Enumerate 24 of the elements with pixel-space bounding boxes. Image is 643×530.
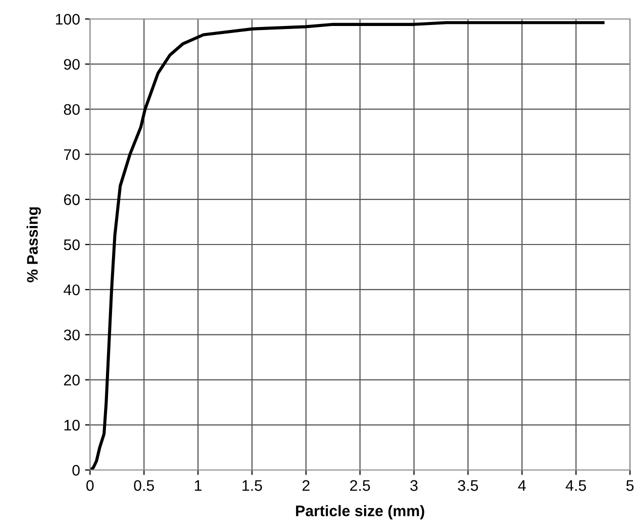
- y-tick-label: 70: [64, 149, 80, 160]
- y-tick-label: 30: [64, 330, 80, 340]
- y-tick-label: 100: [56, 14, 80, 25]
- x-tick-label: 3.5: [458, 480, 478, 491]
- x-tick-label: 1: [194, 480, 202, 491]
- x-tick-label: 1.5: [242, 480, 262, 491]
- y-tick-label: 60: [64, 194, 80, 206]
- x-axis-title: Particle size (mm): [296, 505, 424, 520]
- x-tick-label: 4.5: [566, 480, 586, 491]
- x-tick-label: 2.5: [350, 480, 370, 491]
- x-tick-label: 2: [302, 480, 310, 491]
- x-tick-label: 0: [86, 480, 94, 491]
- x-tick-label: 3: [410, 480, 418, 491]
- y-tick-label: 20: [64, 374, 80, 386]
- y-tick-label: 10: [64, 420, 80, 431]
- y-tick-label: 80: [64, 104, 80, 115]
- y-axis-title: % Passing: [26, 207, 41, 282]
- y-tick-label: 50: [64, 239, 80, 250]
- x-tick-label: 4: [518, 480, 526, 491]
- y-tick-label: 90: [64, 58, 80, 70]
- y-tick-label: 0: [72, 464, 80, 476]
- y-tick-label: 40: [64, 284, 80, 296]
- x-tick-label: 5: [626, 480, 634, 491]
- x-tick-label: 0.5: [134, 480, 154, 491]
